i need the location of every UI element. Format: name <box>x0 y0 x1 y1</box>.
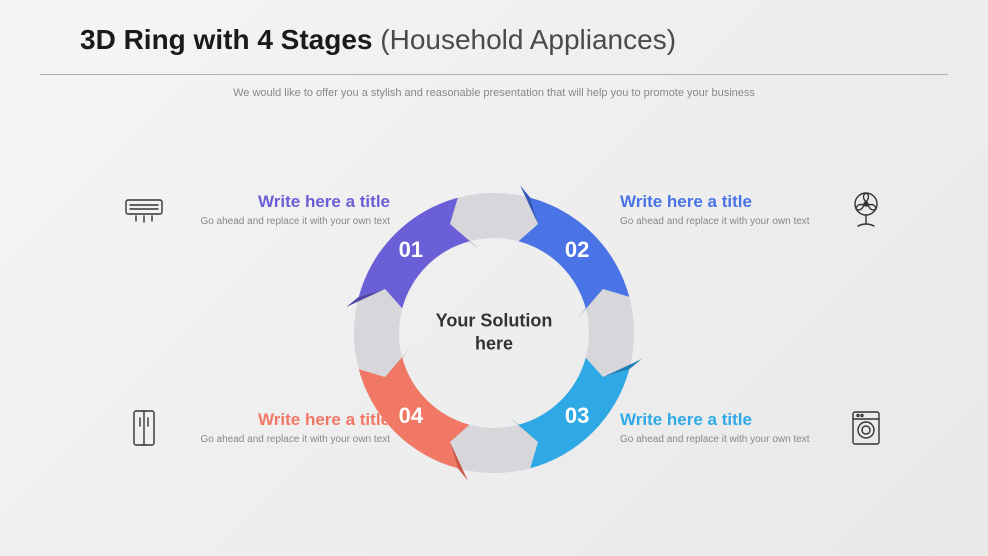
title-divider <box>40 74 948 75</box>
callout-01: Write here a title Go ahead and replace i… <box>130 192 390 227</box>
title-bar: 3D Ring with 4 Stages (Household Applian… <box>0 0 988 66</box>
callout-title: Write here a title <box>620 410 840 430</box>
segment-number-04: 04 <box>399 403 423 429</box>
segment-number-03: 03 <box>565 403 589 429</box>
segment-number-01: 01 <box>399 237 423 263</box>
center-label: Your Solution here <box>434 310 554 357</box>
callout-04: Write here a title Go ahead and replace i… <box>130 410 390 445</box>
subtitle: We would like to offer you a stylish and… <box>0 87 988 99</box>
callout-03: Write here a title Go ahead and replace i… <box>620 410 880 445</box>
callout-desc: Go ahead and replace it with your own te… <box>620 216 840 227</box>
callout-title: Write here a title <box>620 192 840 212</box>
callout-desc: Go ahead and replace it with your own te… <box>620 434 840 445</box>
diagram-canvas: Your Solution here 01 02 03 04 Write here a… <box>0 110 988 556</box>
fan-icon <box>844 188 888 232</box>
washer-icon <box>844 406 888 450</box>
callout-title: Write here a title <box>170 410 390 430</box>
callout-desc: Go ahead and replace it with your own te… <box>170 434 390 445</box>
callout-title: Write here a title <box>170 192 390 212</box>
fridge-icon <box>122 406 166 450</box>
segment-number-02: 02 <box>565 237 589 263</box>
ac-icon <box>122 188 166 232</box>
callout-02: Write here a title Go ahead and replace i… <box>620 192 880 227</box>
callout-desc: Go ahead and replace it with your own te… <box>170 216 390 227</box>
title-bold: 3D Ring with 4 Stages <box>80 24 373 55</box>
title-light: (Household Appliances) <box>373 24 677 55</box>
